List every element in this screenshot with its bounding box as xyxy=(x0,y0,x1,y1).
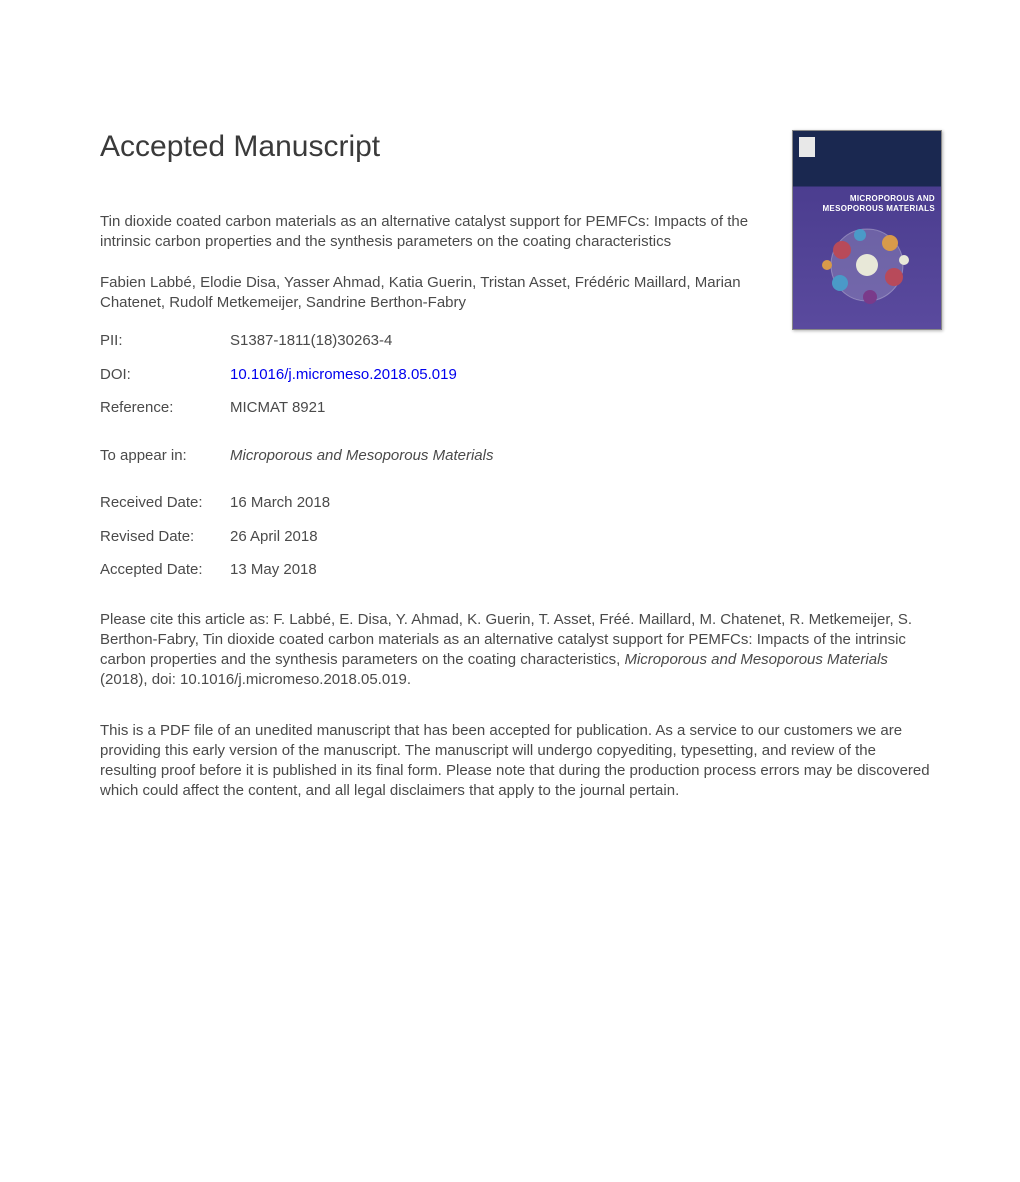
meta-row-reference: Reference: MICMAT 8921 xyxy=(100,398,930,418)
pii-label: PII: xyxy=(100,331,230,351)
cover-body: MICROPOROUS AND MESOPOROUS MATERIALS xyxy=(793,186,941,329)
molecule-illustration-icon xyxy=(812,215,922,315)
citation-text: Please cite this article as: F. Labbé, E… xyxy=(100,610,930,691)
author-list: Fabien Labbé, Elodie Disa, Yasser Ahmad,… xyxy=(100,273,760,314)
reference-label: Reference: xyxy=(100,398,230,418)
doi-label: DOI: xyxy=(100,365,230,385)
reference-value: MICMAT 8921 xyxy=(230,398,325,418)
meta-row-appear: To appear in: Microporous and Mesoporous… xyxy=(100,446,930,466)
meta-row-received: Received Date: 16 March 2018 xyxy=(100,493,930,513)
meta-row-doi: DOI: 10.1016/j.micromeso.2018.05.019 xyxy=(100,365,930,385)
cover-journal-title: MICROPOROUS AND MESOPOROUS MATERIALS xyxy=(799,194,935,213)
article-title: Tin dioxide coated carbon materials as a… xyxy=(100,212,760,253)
metadata-table: PII: S1387-1811(18)30263-4 DOI: 10.1016/… xyxy=(100,331,930,580)
doi-link[interactable]: 10.1016/j.micromeso.2018.05.019 xyxy=(230,365,457,385)
meta-row-pii: PII: S1387-1811(18)30263-4 xyxy=(100,331,930,351)
disclaimer-text: This is a PDF file of an unedited manusc… xyxy=(100,721,930,802)
appear-label: To appear in: xyxy=(100,446,230,466)
citation-journal: Microporous and Mesoporous Materials xyxy=(624,651,887,668)
elsevier-logo-icon xyxy=(799,137,815,157)
accepted-value: 13 May 2018 xyxy=(230,560,317,580)
cover-header xyxy=(793,131,941,186)
journal-cover-thumbnail: MICROPOROUS AND MESOPOROUS MATERIALS xyxy=(792,130,942,330)
received-value: 16 March 2018 xyxy=(230,493,330,513)
meta-row-accepted: Accepted Date: 13 May 2018 xyxy=(100,560,930,580)
accepted-label: Accepted Date: xyxy=(100,560,230,580)
pii-value: S1387-1811(18)30263-4 xyxy=(230,331,392,351)
cover-title-line2: MESOPOROUS MATERIALS xyxy=(822,204,935,213)
appear-value: Microporous and Mesoporous Materials xyxy=(230,446,493,466)
revised-label: Revised Date: xyxy=(100,527,230,547)
citation-suffix: (2018), doi: 10.1016/j.micromeso.2018.05… xyxy=(100,671,411,688)
received-label: Received Date: xyxy=(100,493,230,513)
meta-row-revised: Revised Date: 26 April 2018 xyxy=(100,527,930,547)
revised-value: 26 April 2018 xyxy=(230,527,318,547)
cover-title-line1: MICROPOROUS AND xyxy=(850,194,935,203)
